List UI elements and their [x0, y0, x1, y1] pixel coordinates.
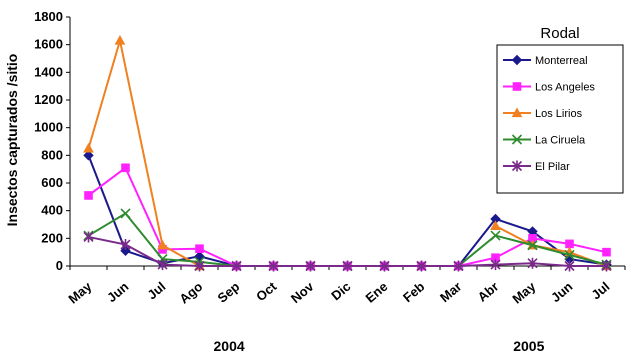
year-label: 2004: [214, 338, 245, 353]
data-point-los-angeles: [195, 244, 204, 254]
series-el-pilar: [83, 231, 612, 272]
data-point-los-angeles: [602, 247, 611, 257]
legend-item-la-ciruela: La Ciruela: [503, 134, 586, 147]
data-point-los-lirios: [83, 142, 94, 153]
data-point-la-ciruela: [564, 249, 575, 260]
x-tick-label: Dic: [328, 279, 353, 303]
y-tick-label: 1200: [34, 92, 63, 107]
data-point-el-pilar: [527, 257, 538, 269]
data-point-la-ciruela: [527, 240, 538, 251]
data-point-el-pilar: [564, 260, 575, 272]
legend-item-los-lirios: Los Lirios: [503, 107, 583, 120]
legend-item-el-pilar: El Pilar: [503, 160, 570, 173]
x-tick-label: Sep: [215, 279, 243, 306]
x-tick-label: Oct: [253, 278, 280, 304]
legend-swatch-marker: [511, 107, 523, 118]
x-tick-label: Ago: [176, 279, 205, 307]
legend-swatch-marker: [511, 160, 523, 172]
y-tick-label: 800: [41, 147, 63, 162]
x-tick-label: Jul: [144, 279, 168, 303]
legend-item-label: Monterreal: [535, 55, 588, 67]
data-point-el-pilar: [379, 260, 390, 272]
data-point-el-pilar: [194, 260, 205, 272]
data-point-el-pilar: [601, 260, 612, 272]
x-tick-label: Ene: [363, 279, 391, 306]
x-tick-label: Jun: [548, 279, 575, 305]
legend: Rodal Monterreal Los Angeles Los Lirios La …: [496, 25, 624, 194]
legend-item-label: El Pilar: [535, 161, 570, 173]
series-line-los-lirios: [87, 40, 200, 267]
x-tick-label: Abr: [475, 279, 502, 305]
y-tick-label: 1000: [34, 120, 63, 135]
data-point-el-pilar: [416, 260, 427, 272]
data-point-la-ciruela: [120, 208, 131, 219]
series-los-lirios: [83, 34, 205, 271]
y-tick-label: 1800: [34, 9, 63, 24]
legend-swatch-marker: [511, 134, 523, 145]
data-point-el-pilar: [490, 259, 501, 271]
x-tick-label: May: [509, 278, 539, 306]
data-point-monterreal: [120, 245, 131, 256]
legend-swatch-marker: [512, 82, 522, 91]
legend-item-label: Los Lirios: [535, 108, 583, 120]
y-tick-label: 600: [41, 175, 63, 190]
y-tick-label: 1400: [34, 64, 63, 79]
legend-swatch-marker: [511, 54, 523, 66]
x-tick-label: Feb: [400, 279, 427, 305]
x-tick-label: Mar: [437, 279, 464, 305]
data-point-el-pilar: [231, 260, 242, 272]
data-point-el-pilar: [83, 231, 94, 243]
series-layer: [83, 34, 612, 272]
legend-item-label: Los Angeles: [535, 82, 595, 94]
data-point-el-pilar: [268, 260, 279, 272]
legend-item-los-angeles: Los Angeles: [503, 82, 595, 94]
y-tick-label: 400: [41, 203, 63, 218]
y-tick-label: 0: [56, 258, 63, 273]
legend-title: Rodal: [540, 25, 579, 42]
data-point-el-pilar: [453, 260, 464, 272]
data-point-los-angeles: [84, 191, 93, 200]
y-tick-label: 200: [41, 230, 63, 245]
data-point-los-lirios: [157, 239, 168, 250]
legend-box: [496, 44, 624, 194]
data-point-monterreal: [83, 150, 94, 161]
data-point-el-pilar: [157, 259, 168, 271]
legend-item-label: La Ciruela: [535, 135, 586, 147]
x-tick-label: Nov: [288, 278, 317, 306]
data-point-el-pilar: [305, 260, 316, 272]
data-point-la-ciruela: [490, 230, 501, 241]
y-tick-label: 1600: [34, 37, 63, 52]
year-label: 2005: [513, 338, 544, 353]
data-point-el-pilar: [342, 260, 353, 272]
y-axis-label: Insectos capturados /sitio: [4, 54, 20, 227]
data-point-los-lirios: [490, 220, 501, 230]
data-point-el-pilar: [120, 239, 131, 251]
data-point-los-lirios: [114, 34, 126, 45]
legend-item-monterreal: Monterreal: [503, 54, 588, 67]
x-tick-label: Jun: [104, 279, 131, 305]
data-point-los-angeles: [121, 163, 130, 173]
data-point-los-angeles: [565, 239, 574, 249]
x-tick-label: May: [65, 278, 95, 306]
x-tick-label: Jul: [588, 279, 612, 303]
